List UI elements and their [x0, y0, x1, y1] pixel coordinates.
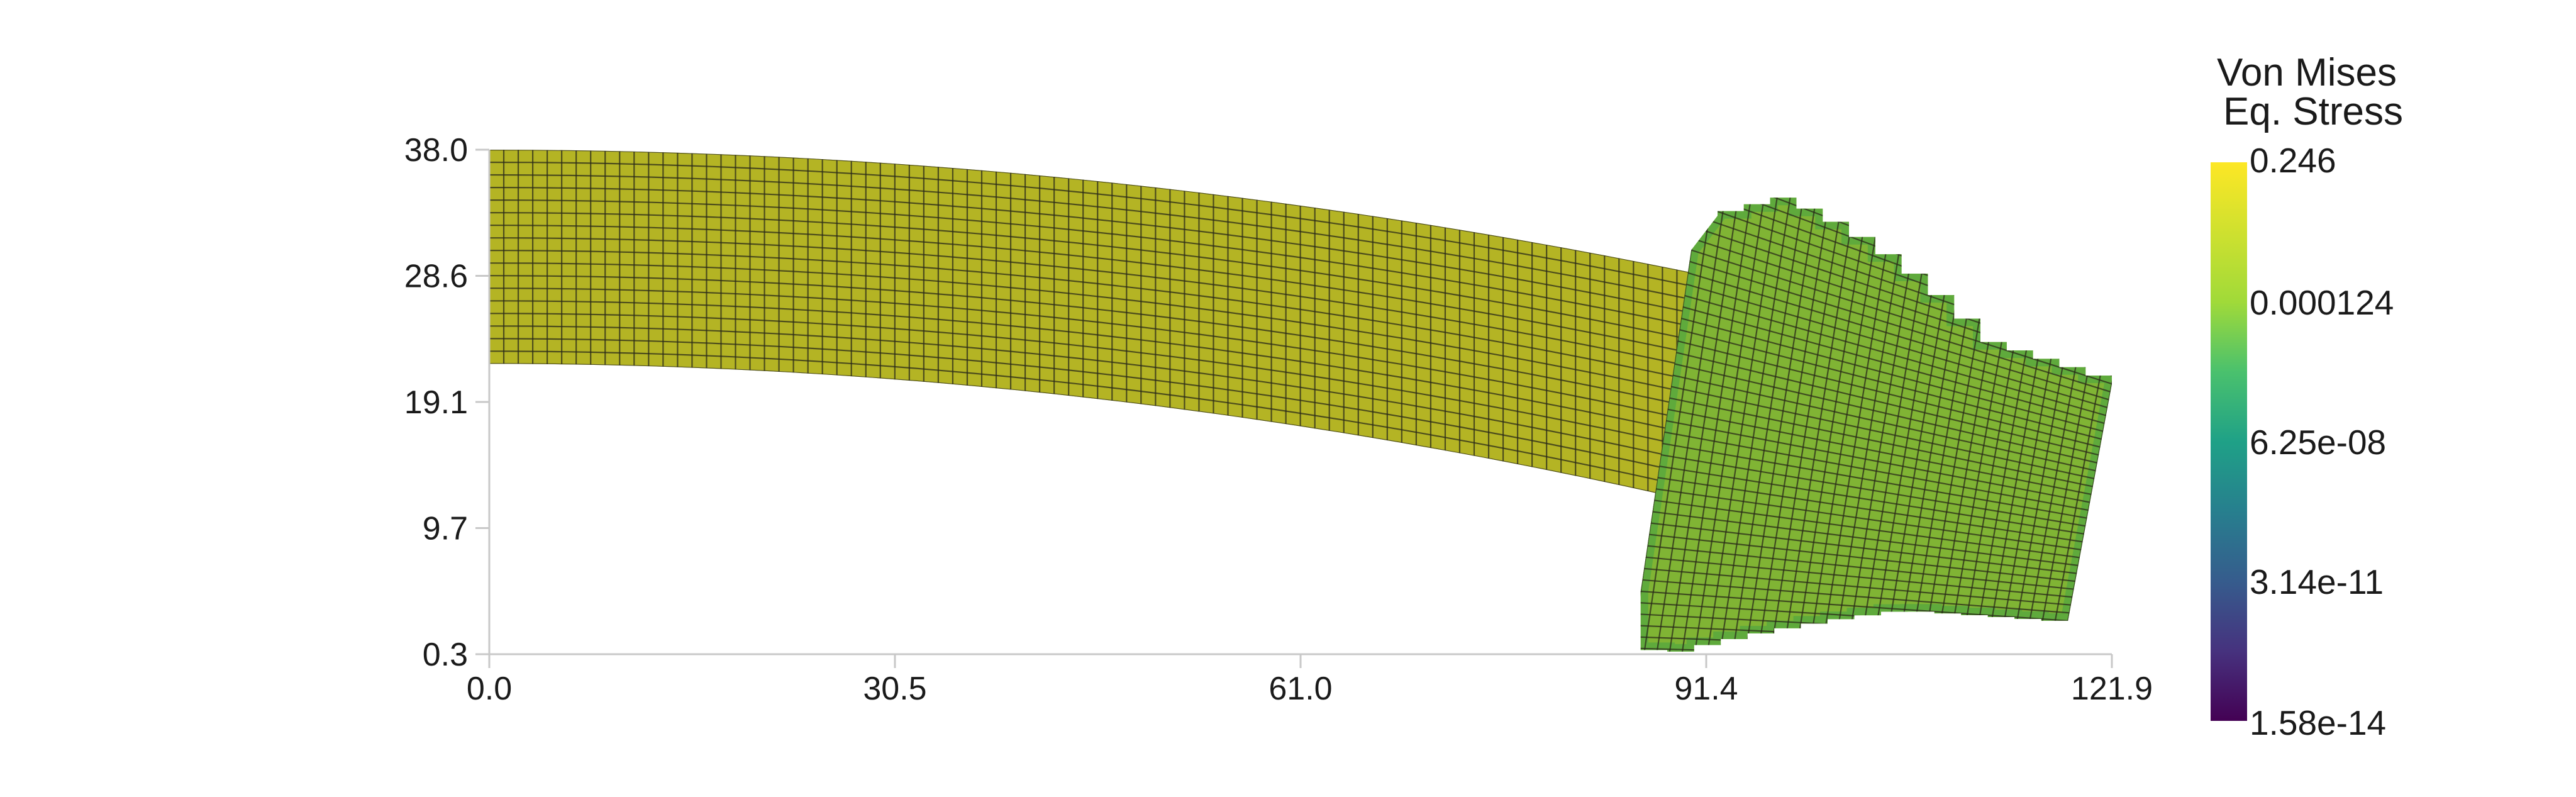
beam-grid-line-h: [489, 287, 1706, 425]
beam-mesh: [489, 150, 1706, 504]
beam-grid-line-h: [489, 187, 1706, 317]
colorbar-title-line-1: Von Mises: [2217, 51, 2397, 94]
beam-grid-line-h: [489, 161, 1706, 290]
y-tick-label: 19.1: [404, 384, 468, 421]
colorbar-tick-label: 3.14e-11: [2250, 562, 2384, 601]
block-grid-line-h: [1502, 657, 2187, 671]
colorbar-ticks: 0.246 0.000124 6.25e-08 3.14e-11 1.58e-14: [2247, 141, 2394, 742]
beam-grid-line-h: [489, 199, 1706, 330]
colorbar: Von Mises Eq. Stress 0.246 0.000124 6.25e-…: [2211, 51, 2403, 742]
x-tick-label: 121.9: [2071, 671, 2153, 707]
colorbar-gradient: [2211, 162, 2247, 721]
beam-grid-line-h: [489, 150, 1706, 277]
block-grid-line-v: [2104, 332, 2112, 652]
beam-grid-line-h: [489, 250, 1706, 384]
colorbar-tick-label: 0.246: [2250, 141, 2336, 180]
block-region: [1640, 198, 2112, 652]
block-grid-line-h: [1640, 619, 2112, 651]
axes: 0.0 30.5 61.0 91.4 121.9 0.3 9.7 19.1 28.6 38.0: [404, 132, 2153, 707]
x-tick-label: 0.0: [467, 671, 512, 707]
x-tick-label: 61.0: [1269, 671, 1332, 707]
colorbar-title-line-2: Eq. Stress: [2223, 90, 2403, 133]
beam-grid-line-h: [489, 275, 1706, 411]
beam-grid-line-h: [489, 313, 1706, 452]
colorbar-tick-label: 0.000124: [2250, 283, 2394, 322]
beam-grid-line-h: [489, 325, 1706, 465]
beam-grid-line-h: [489, 300, 1706, 438]
x-ticks: 0.0 30.5 61.0 91.4 121.9: [467, 654, 2153, 707]
colorbar-tick-label: 6.25e-08: [2250, 423, 2386, 462]
beam-grid-line-h: [489, 237, 1706, 371]
beam-grid-line-h: [489, 350, 1706, 492]
y-tick-label: 38.0: [404, 132, 468, 169]
beam-grid-line-h: [489, 225, 1706, 357]
y-tick-label: 28.6: [404, 259, 468, 295]
beam-grid-line-h: [489, 262, 1706, 398]
y-tick-label: 9.7: [423, 511, 468, 547]
beam-grid-line-h: [489, 174, 1706, 303]
beam-grid-line-h: [489, 212, 1706, 344]
beam-grid-line-h: [489, 363, 1706, 504]
beam-grid-line-h: [489, 338, 1706, 478]
y-tick-label: 0.3: [423, 637, 468, 673]
colorbar-tick-label: 1.58e-14: [2250, 703, 2386, 742]
x-tick-label: 91.4: [1674, 671, 1738, 707]
y-ticks: 0.3 9.7 19.1 28.6 38.0: [404, 132, 489, 673]
x-tick-label: 30.5: [863, 671, 926, 707]
